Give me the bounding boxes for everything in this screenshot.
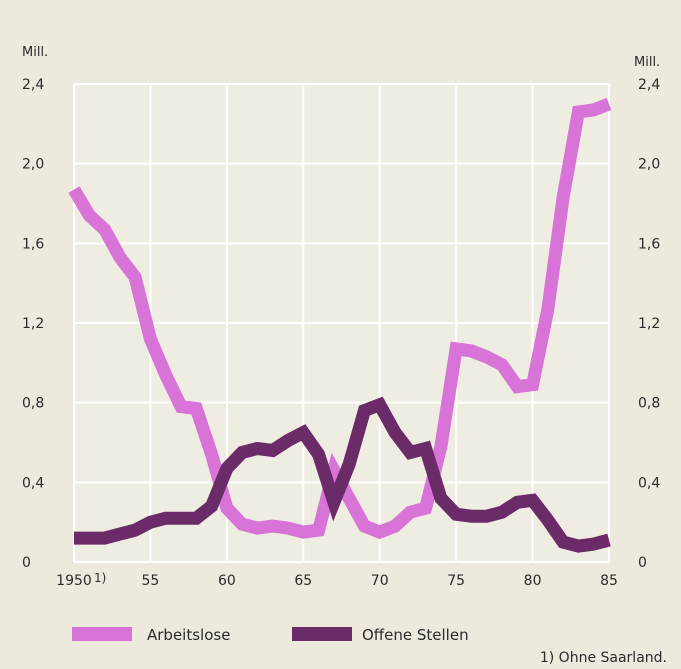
y-tick-right-4: 1,6 xyxy=(638,236,660,252)
y-tick-right-0: 0 xyxy=(638,555,647,571)
legend-swatch-arbeitslose xyxy=(72,627,132,641)
y-tick-left-6: 2,4 xyxy=(22,77,44,93)
legend-swatch-offene-stellen xyxy=(292,627,352,641)
y-tick-right-2: 0,8 xyxy=(638,396,660,412)
y-tick-left-4: 1,6 xyxy=(22,236,44,252)
y-tick-right-6: 2,4 xyxy=(638,77,660,93)
legend-label-offene-stellen: Offene Stellen xyxy=(362,626,469,644)
x-tick-6: 80 xyxy=(524,573,542,589)
y-tick-left-3: 1,2 xyxy=(22,316,44,332)
footnote: 1) Ohne Saarland. xyxy=(540,650,667,666)
y-tick-left-0: 0 xyxy=(22,555,31,571)
x-tick-note: 1) xyxy=(94,571,106,585)
y-tick-left-1: 0,4 xyxy=(22,475,44,491)
x-tick-3: 65 xyxy=(294,573,312,589)
y-tick-right-1: 0,4 xyxy=(638,475,660,491)
y-unit-left: Mill. xyxy=(22,45,48,60)
y-tick-right-5: 2,0 xyxy=(638,157,660,173)
y-unit-right: Mill. xyxy=(634,55,660,70)
y-tick-left-5: 2,0 xyxy=(22,157,44,173)
x-tick-1: 55 xyxy=(142,573,160,589)
x-tick-7: 85 xyxy=(600,573,618,589)
y-tick-right-3: 1,2 xyxy=(638,316,660,332)
axis-labels: 0 0 0,4 0,4 0,8 0,8 1,2 1,2 1,6 1,6 2,0 2,0 2,4 2,4 19… xyxy=(22,77,660,589)
series-line-1 xyxy=(74,396,611,553)
x-tick-2: 60 xyxy=(218,573,236,589)
x-tick-0: 1950 xyxy=(56,573,92,589)
y-tick-left-2: 0,8 xyxy=(22,396,44,412)
legend-label-arbeitslose: Arbeitslose xyxy=(147,626,230,644)
legend: Arbeitslose Offene Stellen xyxy=(72,626,469,644)
series-layer xyxy=(68,97,612,553)
x-tick-4: 70 xyxy=(371,573,389,589)
x-tick-5: 75 xyxy=(447,573,465,589)
